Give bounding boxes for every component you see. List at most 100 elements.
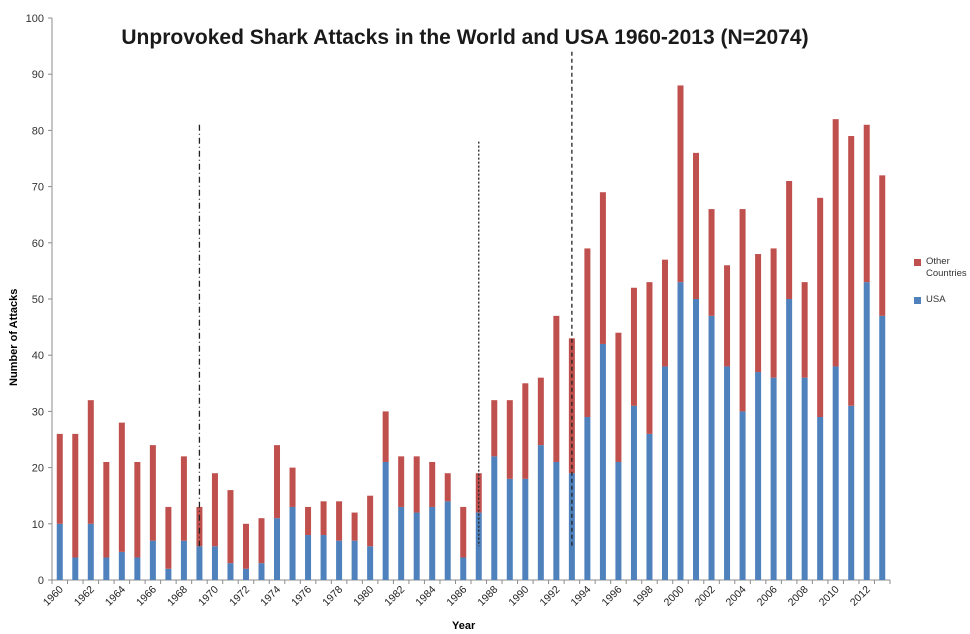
bar-other-countries-1998	[646, 282, 653, 434]
bar-other-countries-1977	[320, 501, 327, 536]
bar-other-countries-1988	[491, 400, 498, 457]
bar-usa-1971	[227, 563, 234, 580]
bar-usa-1986	[460, 557, 467, 580]
bar-other-countries-1983	[413, 456, 420, 513]
bar-usa-1998	[646, 433, 653, 580]
bar-other-countries-1993	[568, 338, 575, 474]
bar-other-countries-1979	[351, 512, 358, 541]
x-tick-label: 1960	[41, 584, 66, 609]
y-tick-label: 0	[38, 575, 44, 587]
bar-usa-1989	[506, 478, 513, 580]
bar-usa-1975	[289, 506, 296, 580]
bar-usa-1979	[351, 540, 358, 580]
legend-item-usa: USA	[914, 294, 970, 306]
bar-other-countries-1974	[274, 445, 281, 519]
bar-other-countries-2002	[708, 209, 715, 316]
x-tick-label: 2004	[724, 584, 749, 609]
x-tick-label: 1972	[227, 584, 252, 609]
x-tick-label: 1976	[289, 584, 314, 609]
bar-other-countries-1985	[444, 473, 451, 502]
bar-other-countries-1969	[196, 506, 203, 547]
bar-usa-2005	[755, 372, 762, 580]
legend: Other Countries USA	[914, 256, 970, 320]
x-tick-label: 1970	[196, 584, 221, 609]
bar-usa-1972	[242, 568, 249, 580]
x-tick-label: 2010	[817, 584, 842, 609]
x-tick-label: 1998	[631, 584, 656, 609]
bar-other-countries-1966	[149, 445, 156, 541]
bar-usa-1965	[134, 557, 141, 580]
bar-other-countries-2010	[832, 119, 839, 367]
x-tick-label: 1984	[413, 584, 438, 609]
x-tick-label: 2008	[786, 584, 811, 609]
x-tick-label: 1964	[103, 584, 128, 609]
bar-other-countries-1987	[475, 473, 482, 513]
bar-usa-2004	[739, 411, 746, 580]
y-tick-label: 30	[32, 406, 44, 418]
y-tick-label: 20	[32, 463, 44, 475]
bar-other-countries-1967	[165, 506, 172, 569]
bar-other-countries-1990	[522, 383, 529, 479]
chart-title: Unprovoked Shark Attacks in the World an…	[121, 26, 809, 49]
bar-other-countries-1984	[429, 461, 436, 507]
x-tick-label: 1980	[351, 584, 376, 609]
bar-other-countries-1973	[258, 518, 265, 564]
bar-usa-2009	[817, 417, 824, 580]
bar-usa-1963	[103, 557, 110, 580]
bar-usa-2008	[801, 377, 808, 580]
bar-usa-1968	[180, 540, 187, 580]
x-tick-label: 1986	[444, 584, 469, 609]
bar-other-countries-1995	[599, 192, 606, 344]
bar-usa-1962	[87, 523, 94, 580]
bar-other-countries-1975	[289, 467, 296, 507]
bar-usa-2012	[863, 282, 870, 580]
bar-usa-2000	[677, 282, 684, 580]
bar-other-countries-1976	[305, 506, 312, 536]
bar-other-countries-1978	[336, 501, 343, 541]
x-tick-label: 1978	[320, 584, 345, 609]
y-tick-label: 80	[32, 125, 44, 137]
bar-other-countries-1962	[87, 400, 94, 524]
bar-usa-1969	[196, 546, 203, 580]
bar-usa-2001	[693, 299, 700, 580]
bar-usa-1981	[382, 461, 389, 580]
bar-other-countries-2012	[863, 124, 870, 283]
bar-usa-1960	[56, 523, 63, 580]
bar-usa-1988	[491, 456, 498, 580]
x-tick-label: 1968	[165, 584, 190, 609]
bar-usa-1994	[584, 417, 591, 580]
bar-other-countries-1960	[56, 433, 63, 524]
bar-usa-1992	[553, 461, 560, 580]
bar-other-countries-2000	[677, 85, 684, 283]
bar-usa-1961	[72, 557, 79, 580]
bar-usa-1967	[165, 568, 172, 580]
bar-other-countries-1997	[630, 287, 637, 406]
bar-other-countries-2006	[770, 248, 777, 378]
bar-usa-1974	[274, 518, 281, 580]
legend-label-other-countries: Other Countries	[926, 256, 967, 279]
bar-other-countries-2003	[724, 265, 731, 367]
bar-usa-1996	[615, 461, 622, 580]
bar-usa-1984	[429, 506, 436, 580]
bar-other-countries-2009	[817, 197, 824, 418]
x-tick-label: 2012	[848, 584, 873, 609]
bar-other-countries-1968	[180, 456, 187, 541]
x-tick-label: 1992	[537, 584, 562, 609]
bar-other-countries-1972	[242, 523, 249, 569]
bar-usa-1978	[336, 540, 343, 580]
bar-usa-1964	[118, 551, 125, 580]
bar-usa-1997	[630, 405, 637, 580]
bar-other-countries-1986	[460, 506, 467, 558]
bar-usa-1980	[367, 546, 374, 580]
bar-other-countries-1965	[134, 461, 141, 558]
bar-other-countries-1964	[118, 422, 125, 552]
bar-usa-1982	[398, 506, 405, 580]
bar-other-countries-1996	[615, 332, 622, 462]
bar-other-countries-2004	[739, 209, 746, 412]
bar-other-countries-1971	[227, 490, 234, 564]
bar-other-countries-1992	[553, 315, 560, 462]
legend-swatch-usa	[914, 297, 921, 304]
bar-usa-1993	[568, 473, 575, 580]
bar-other-countries-2011	[848, 136, 855, 406]
y-tick-label: 70	[32, 182, 44, 194]
